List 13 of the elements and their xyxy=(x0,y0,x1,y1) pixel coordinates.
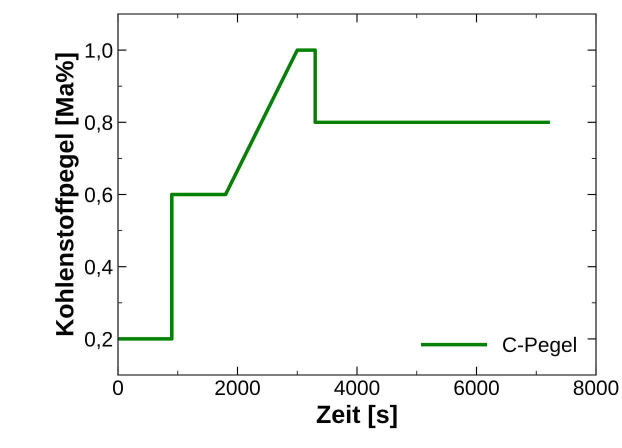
y-tick-label: 1,0 xyxy=(86,43,112,60)
x-tick-label: 0 xyxy=(113,380,123,396)
x-axis-title: Zeit [s] xyxy=(316,404,397,428)
y-axis-title: Kohlenstoffpegel [Ma%] xyxy=(55,54,79,336)
x-tick-label: 8000 xyxy=(574,380,618,396)
y-tick-label: 0,4 xyxy=(84,260,113,277)
y-tick-label: 0,6 xyxy=(84,188,112,205)
y-tick-label: 0,8 xyxy=(84,115,112,133)
x-tick-label: 4000 xyxy=(334,380,380,396)
x-tick-label: 6000 xyxy=(454,380,499,396)
x-tick-label: 2000 xyxy=(215,380,260,396)
legend-label: C-Pegel xyxy=(503,336,576,356)
y-tick-label: 0,2 xyxy=(84,332,112,350)
